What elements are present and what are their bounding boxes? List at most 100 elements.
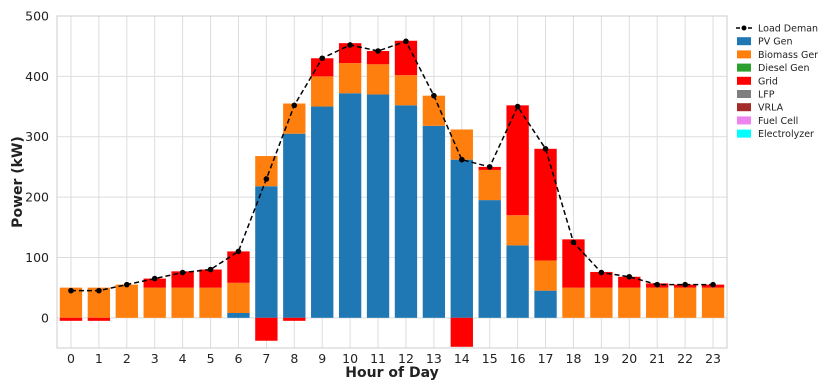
legend-label: Diesel Gen	[758, 63, 809, 74]
bar-biomass-gen-10	[338, 63, 362, 94]
bar-grid-7	[255, 317, 278, 341]
bar-grid-4	[171, 271, 194, 288]
load-demand-point-7	[263, 176, 270, 182]
bar-biomass-gen-18	[562, 287, 585, 318]
load-demand-point-0	[68, 287, 74, 294]
legend-label: Electrolyzer	[758, 129, 814, 140]
bar-biomass-gen-16	[506, 215, 529, 246]
bar-pv-gen-16	[506, 245, 529, 318]
legend-swatch	[737, 37, 751, 46]
legend-label: Biomass Gen	[758, 50, 818, 61]
bar-biomass-gen-15	[478, 169, 501, 201]
x-tick-label: 13	[426, 351, 442, 366]
load-demand-point-3	[151, 275, 158, 282]
load-demand-point-22	[682, 281, 688, 288]
bar-biomass-gen-2	[115, 284, 138, 318]
legend-marker	[741, 25, 747, 31]
x-tick-label: 23	[705, 351, 721, 366]
legend-item-diesel-gen: Diesel Gen	[737, 63, 809, 74]
x-axis-label: Hour of Day	[345, 365, 438, 381]
bar-biomass-gen-23	[701, 287, 725, 318]
load-demand-layer	[68, 38, 716, 294]
load-demand-point-20	[626, 273, 633, 280]
bar-biomass-gen-9	[311, 76, 334, 107]
bar-grid-14	[450, 317, 473, 347]
legend-label: LFP	[758, 90, 775, 101]
load-demand-point-17	[542, 146, 549, 152]
legend-label: PV Gen	[758, 37, 792, 48]
bar-grid-6	[227, 251, 250, 283]
x-tick-label: 6	[234, 351, 242, 366]
x-tick-label: 15	[482, 351, 498, 366]
legend-swatch	[737, 63, 751, 72]
load-demand-point-14	[458, 156, 465, 163]
y-tick-label: 0	[41, 310, 49, 325]
bar-grid-19	[590, 271, 613, 288]
bar-pv-gen-17	[534, 290, 557, 318]
x-tick-label: 9	[318, 351, 326, 366]
bar-grid-9	[311, 58, 334, 77]
y-tick-label: 300	[25, 129, 49, 144]
legend-label: VRLA	[758, 103, 784, 114]
legend-swatch	[737, 116, 751, 125]
load-demand-point-21	[654, 281, 661, 288]
bar-biomass-gen-11	[366, 64, 390, 95]
x-tick-label: 18	[566, 351, 582, 366]
x-tick-label: 0	[67, 351, 75, 366]
legend-item-grid: Grid	[737, 76, 778, 87]
bar-biomass-gen-6	[227, 282, 250, 313]
legend-swatch	[737, 103, 751, 112]
bar-biomass-gen-0	[59, 287, 83, 318]
x-tick-label: 19	[593, 351, 609, 366]
y-tick-label: 100	[25, 250, 49, 265]
x-tick-label: 17	[538, 351, 554, 366]
bar-grid-18	[562, 239, 585, 288]
load-demand-point-6	[235, 248, 242, 255]
bar-grid-3	[143, 278, 166, 288]
load-demand-point-16	[514, 103, 521, 110]
load-demand-point-1	[96, 287, 102, 294]
bar-grid-5	[199, 269, 222, 288]
load-demand-point-8	[291, 102, 298, 109]
x-tick-label: 1	[95, 351, 103, 366]
load-demand-point-11	[375, 48, 381, 54]
bar-pv-gen-14	[450, 159, 473, 318]
load-demand-line	[70, 40, 714, 292]
bar-grid-8	[283, 317, 306, 321]
legend-label: Load Demand	[758, 24, 818, 35]
bar-pv-gen-8	[283, 133, 306, 318]
x-tick-label: 10	[342, 351, 358, 366]
load-demand-point-2	[123, 281, 130, 288]
legend-label: Fuel Cell	[758, 116, 798, 127]
load-demand-point-23	[710, 281, 716, 288]
legend-swatch	[737, 76, 751, 85]
bar-pv-gen-7	[255, 186, 278, 318]
bar-pv-gen-12	[394, 105, 418, 318]
bar-biomass-gen-17	[534, 260, 557, 291]
x-tick-label: 12	[398, 351, 414, 366]
legend-item-load-demand: Load Demand	[736, 24, 818, 35]
x-tick-label: 14	[454, 351, 470, 366]
x-tick-label: 22	[677, 351, 693, 366]
legend-swatch	[737, 50, 751, 59]
x-tick-label: 20	[621, 351, 637, 366]
legend-item-electrolyzer: Electrolyzer	[737, 129, 814, 140]
load-demand-point-9	[319, 55, 326, 62]
bar-pv-gen-10	[338, 93, 362, 318]
y-tick-label: 500	[25, 9, 49, 24]
x-tick-label: 21	[649, 351, 665, 366]
bar-biomass-gen-8	[283, 103, 306, 134]
bar-biomass-gen-20	[618, 287, 641, 318]
legend-item-lfp: LFP	[737, 90, 775, 101]
bar-biomass-gen-21	[646, 287, 669, 318]
bar-biomass-gen-14	[450, 129, 473, 160]
load-demand-point-19	[598, 269, 605, 276]
bar-biomass-gen-19	[590, 287, 613, 318]
bars-layer	[59, 40, 725, 347]
x-tick-label: 8	[290, 351, 298, 366]
bar-pv-gen-13	[422, 125, 446, 318]
legend-item-vrla: VRLA	[737, 103, 784, 114]
load-demand-point-12	[403, 38, 409, 45]
